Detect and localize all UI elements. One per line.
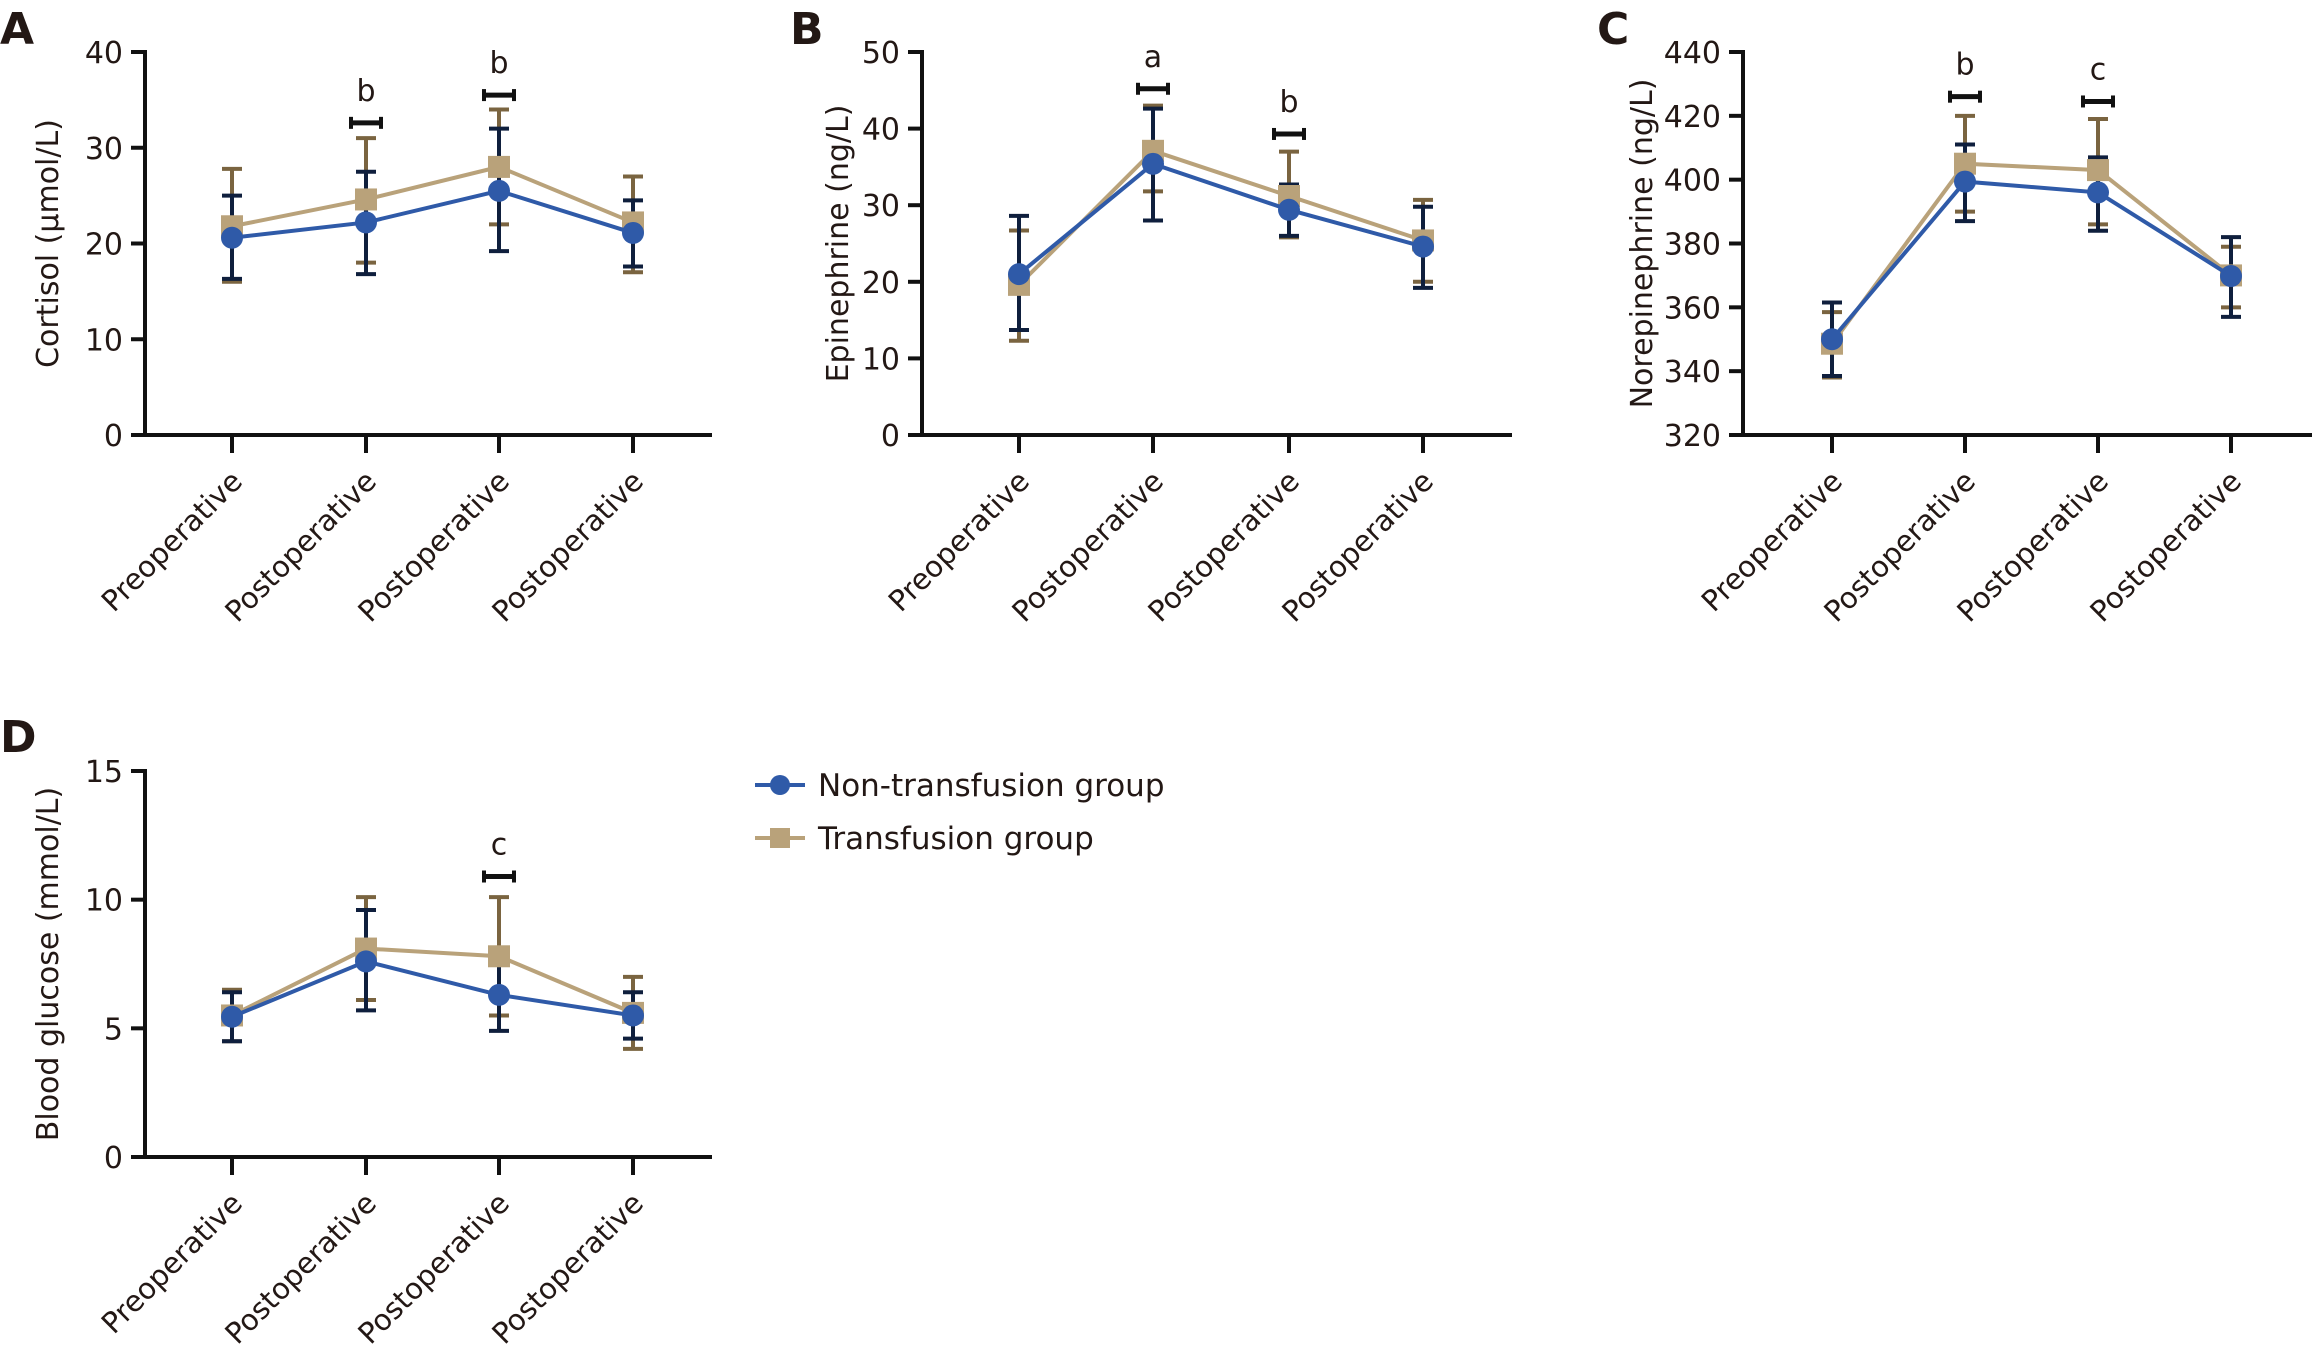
y-tick-label: 50 [862,36,900,71]
legend-label-transfusion: Transfusion group [817,821,1094,857]
data-point-non-transfusion [221,1005,243,1028]
y-tick-label: 20 [862,266,900,301]
significance-label: b [489,46,508,81]
legend-item-transfusion: Transfusion group [755,821,1094,857]
y-tick-label: 15 [85,755,123,790]
y-tick-label: 320 [1664,419,1721,454]
y-tick-label: 30 [862,189,900,224]
y-tick-label: 380 [1664,228,1721,263]
data-point-non-transfusion [622,1004,644,1027]
y-tick-label: 0 [104,1141,123,1176]
data-point-transfusion [355,188,377,211]
series-line-transfusion [1830,161,2233,345]
panel-letter: C [1597,4,1629,55]
significance-label: b [1955,48,1974,83]
y-axis-title: Cortisol (μmol/L) [31,119,66,368]
y-tick-label: 40 [862,113,900,148]
y-tick-label: 10 [85,323,123,358]
data-point-non-transfusion [488,179,510,202]
data-point-non-transfusion [1954,170,1976,193]
significance-label: c [2090,52,2107,87]
series-line-transfusion [231,946,634,1018]
data-point-non-transfusion [488,983,510,1006]
data-point-non-transfusion [1412,235,1434,258]
data-point-non-transfusion [2087,181,2109,204]
y-tick-label: 10 [862,342,900,377]
data-point-non-transfusion [1008,263,1030,286]
panels-group: A 0 10 20 30 40 Cortisol (μmol/L) Preoperative P… [0,4,2312,1351]
x-tick-label: Preoperative [882,464,1036,618]
series-line-non-transfusion [1017,161,1424,276]
x-tick-label: Preoperative [95,464,249,618]
series-line-non-transfusion [1830,179,2233,341]
panel-letter: B [790,4,824,55]
data-point-non-transfusion [355,211,377,234]
legend-marker-square-icon [770,828,790,848]
y-tick-label: 0 [881,419,900,454]
series-line-transfusion [231,164,634,229]
significance-label: b [356,74,375,109]
data-point-non-transfusion [1278,198,1300,221]
legend-label-non-transfusion: Non-transfusion group [818,768,1165,804]
data-point-non-transfusion [1142,152,1164,175]
data-point-non-transfusion [221,226,243,249]
y-axis-title: Epinephrine (ng/L) [821,105,856,383]
legend: Non-transfusion group Transfusion group [755,768,1165,857]
significance-label: b [1279,85,1298,120]
y-axis-title: Blood glucose (mmol/L) [31,787,66,1141]
x-tick-label: Preoperative [95,1186,249,1340]
y-axis-title: Norepinephrine (ng/L) [1625,79,1660,409]
data-point-non-transfusion [355,950,377,973]
y-tick-label: 5 [104,1012,123,1047]
y-tick-label: 0 [104,419,123,454]
y-tick-label: 40 [85,36,123,71]
data-point-transfusion [488,155,510,178]
y-tick-label: 340 [1664,355,1721,390]
series-line-transfusion [1017,148,1424,287]
panel-d: D 0 5 10 15 Blood glucose (mmol/L) Preoperativ… [0,712,712,1351]
legend-marker-circle-icon [770,775,790,795]
significance-label: a [1144,40,1162,75]
y-tick-label: 440 [1664,36,1721,71]
significance-label: c [491,828,508,863]
y-tick-label: 20 [85,228,123,263]
series-line-non-transfusion [231,188,634,240]
legend-item-non-transfusion: Non-transfusion group [755,768,1165,804]
data-point-transfusion [1954,152,1976,175]
data-point-transfusion [488,945,510,968]
data-point-non-transfusion [1821,328,1843,351]
data-point-transfusion [2087,159,2109,182]
panel-letter: D [0,712,37,763]
y-tick-label: 400 [1664,164,1721,199]
y-tick-label: 420 [1664,100,1721,135]
y-tick-label: 360 [1664,291,1721,326]
y-tick-label: 30 [85,132,123,167]
panel-letter: A [0,4,34,55]
series-line-non-transfusion [231,959,634,1019]
data-point-non-transfusion [2220,265,2242,288]
data-point-non-transfusion [622,221,644,244]
y-tick-label: 10 [85,884,123,919]
